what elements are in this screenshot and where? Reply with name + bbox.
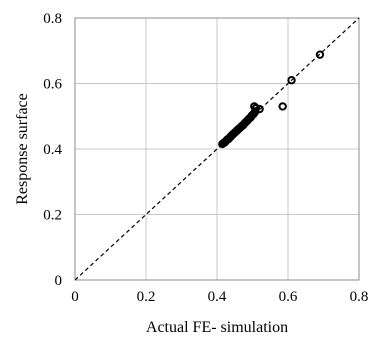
x-tick-labels: 0 0.2 0.4 0.6 0.8	[71, 289, 368, 305]
plot-frame	[74, 17, 360, 281]
data-point	[287, 76, 296, 85]
x-axis-label: Actual FE- simulation	[146, 319, 288, 336]
y-tick-label: 0	[55, 273, 63, 289]
x-tick-label: 0.4	[208, 289, 227, 305]
reference-line-y-equals-x	[74, 17, 360, 281]
data-point	[255, 104, 264, 114]
data-point	[315, 50, 325, 59]
y-axis-label: Response surface	[14, 93, 31, 205]
x-tick-label: 0	[71, 289, 79, 305]
y-tick-label: 0.8	[43, 11, 62, 27]
x-tick-label: 0.2	[137, 289, 156, 305]
y-tick-label: 0.2	[43, 208, 62, 224]
x-tick-label: 0.6	[279, 289, 298, 305]
y-tick-labels: 0 0.2 0.4 0.6 0.8	[43, 11, 62, 289]
y-tick-label: 0.6	[43, 77, 62, 93]
y-tick-label: 0.4	[43, 142, 62, 158]
data-points	[218, 50, 325, 149]
x-tick-label: 0.8	[350, 289, 369, 305]
data-point	[278, 102, 287, 111]
